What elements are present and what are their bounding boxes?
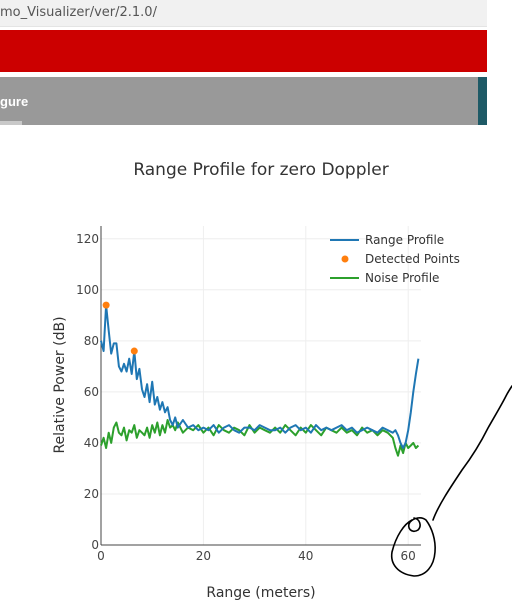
range-profile-line [100, 304, 420, 449]
y-tick-label: 60 [84, 385, 99, 399]
y-tick-label: 120 [76, 232, 99, 246]
x-tick-label: 40 [298, 549, 313, 563]
annotation-line [432, 385, 512, 521]
toolbar-accent [478, 77, 487, 125]
y-tick-label: 80 [84, 334, 99, 348]
y-tick-label: 40 [84, 436, 99, 450]
tab-active-indicator [0, 121, 22, 125]
legend-detected-points-swatch [341, 255, 349, 263]
app-header-banner [0, 30, 487, 72]
chart-ticks: 0 20 40 60 0 20 40 60 80 100 120 [76, 232, 416, 563]
toolbar [0, 77, 487, 125]
y-axis-title: Relative Power (dB) [52, 316, 68, 453]
chart-series [100, 301, 420, 457]
legend-noise-profile-label: Noise Profile [365, 271, 439, 285]
url-text[interactable]: mo_Visualizer/ver/2.1.0/ [0, 5, 157, 20]
legend-range-profile-label: Range Profile [365, 233, 444, 247]
x-axis-title: Range (meters) [206, 585, 315, 601]
tab-figure[interactable]: gure [0, 94, 29, 109]
detected-points-marker [102, 301, 110, 309]
x-tick-label: 0 [97, 549, 105, 563]
hand-drawn-annotation [390, 385, 512, 577]
chart-grid [101, 226, 421, 545]
chart-legend[interactable]: Range Profile Detected Points Noise Profil… [330, 233, 460, 285]
x-tick-label: 20 [196, 549, 211, 563]
browser-address-bar[interactable]: mo_Visualizer/ver/2.1.0/ [0, 0, 487, 27]
y-tick-label: 20 [84, 487, 99, 501]
legend-detected-points-label: Detected Points [365, 252, 460, 266]
chart-title: Range Profile for zero Doppler [133, 160, 388, 180]
chart-axes [100, 226, 421, 546]
detected-points-marker [130, 347, 138, 355]
x-tick-label: 60 [401, 549, 416, 563]
y-tick-label: 100 [76, 283, 99, 297]
y-tick-label: 0 [91, 538, 99, 552]
annotation-circle [390, 517, 436, 577]
